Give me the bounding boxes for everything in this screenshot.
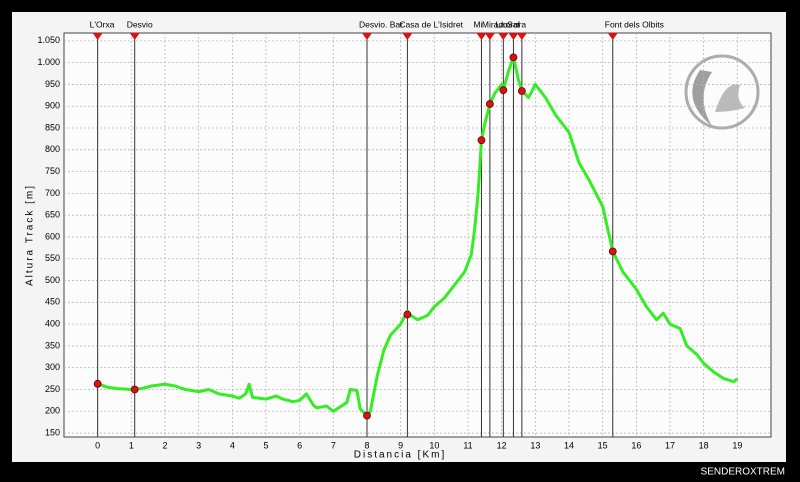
waypoint-marker	[130, 385, 139, 394]
footer: SENDEROXTREM	[701, 467, 785, 478]
x-tick-label: 2	[162, 440, 167, 450]
x-tick-label: 16	[631, 440, 641, 450]
x-tick-label: 7	[331, 440, 336, 450]
x-tick-label: 18	[699, 440, 709, 450]
waypoint-marker	[499, 86, 508, 94]
y-tick-label: 950	[45, 79, 60, 89]
plot-area	[63, 32, 772, 438]
y-tick-label: 450	[45, 297, 60, 307]
x-tick-label: 9	[398, 440, 403, 450]
y-axis-label: Altura Track [m]	[25, 184, 36, 286]
x-tick-label: 0	[95, 440, 100, 450]
waypoint-label: Casa de L'Isidret	[399, 19, 463, 29]
x-tick-label: 11	[463, 440, 472, 450]
waypoint-marker	[363, 411, 371, 420]
waypoint-flag	[516, 33, 527, 40]
waypoint-label: Mi	[473, 19, 482, 29]
x-tick-label: 3	[196, 440, 201, 450]
y-tick-label: 200	[45, 406, 60, 416]
x-tick-label: 5	[263, 440, 268, 450]
y-tick-label: 750	[45, 166, 60, 176]
x-tick-label: 6	[297, 440, 302, 450]
waypoint-flag	[498, 33, 509, 40]
y-tick-label: 300	[45, 362, 60, 372]
x-tick-label: 8	[364, 440, 369, 450]
waypoint-marker	[517, 87, 526, 95]
x-tick-label: 4	[230, 440, 235, 450]
x-tick-label: 13	[530, 440, 540, 450]
x-tick-label: 17	[665, 440, 675, 450]
waypoint-marker	[477, 136, 486, 145]
waypoint-flag	[362, 33, 372, 40]
waypoint-label: Desvio	[127, 19, 153, 29]
y-tick-label: 1.000	[37, 57, 60, 67]
y-tick-label: 350	[45, 340, 60, 350]
waypoint-flag	[129, 33, 140, 40]
y-tick-label: 250	[45, 384, 60, 394]
waypoint-label: Font dels Olbits	[605, 19, 664, 29]
waypoint-flag	[508, 33, 519, 40]
waypoint-label: Desvio. Bar	[359, 19, 403, 29]
waypoint-label: La Saf	[495, 19, 520, 29]
y-tick-label: 600	[45, 231, 60, 241]
waypoint-label: L'Orxa	[90, 19, 115, 29]
y-tick-label: 550	[45, 253, 60, 263]
waypoint-flag	[402, 33, 413, 40]
x-axis-label: Distancia [Km]	[354, 450, 446, 461]
y-tick-label: 500	[45, 275, 60, 285]
x-tick-label: 1	[129, 440, 134, 450]
y-tick-label: 800	[45, 144, 60, 154]
x-tick-label: 12	[497, 440, 507, 450]
x-tick-label: 19	[732, 440, 742, 450]
waypoint-marker	[608, 247, 617, 256]
y-tick-label: 700	[45, 188, 60, 198]
x-tick-label: 15	[598, 440, 608, 450]
waypoint-flag	[607, 33, 618, 40]
waypoint-marker	[93, 379, 102, 388]
y-tick-label: 850	[45, 122, 60, 132]
waypoint-marker	[403, 310, 412, 319]
x-tick-label: 14	[564, 440, 574, 450]
waypoint-flag	[484, 33, 495, 40]
waypoint-flag	[476, 33, 487, 40]
waypoint-label: ora	[514, 19, 527, 29]
waypoint-label: or	[505, 19, 513, 29]
y-tick-label: 150	[45, 427, 60, 437]
y-tick-label: 900	[45, 101, 60, 111]
waypoint-label: Mirado	[482, 19, 508, 29]
elevation-line	[97, 55, 739, 418]
waypoint-marker	[485, 100, 494, 108]
x-tick-label: 10	[429, 440, 439, 450]
waypoint-flag	[92, 33, 103, 40]
y-tick-label: 400	[45, 318, 60, 328]
y-tick-label: 1.050	[37, 35, 60, 45]
waypoint-marker	[509, 53, 518, 62]
y-tick-label: 650	[45, 210, 60, 220]
